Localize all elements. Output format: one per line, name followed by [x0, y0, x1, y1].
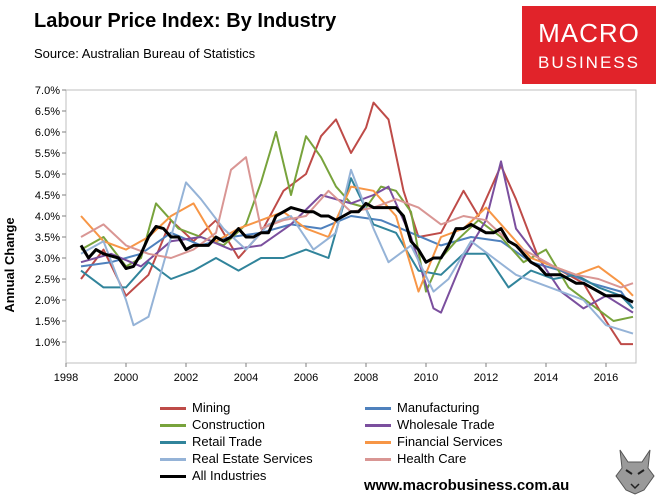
legend-item-construction: Construction [160, 417, 265, 432]
line-chart: 1.0% 1.5% 2.0% 2.5% 3.0% 3.5% 4.0% 4.5% 5.0% 5.5%… [35, 85, 637, 384]
legend-item-manufacturing: Manufacturing [365, 400, 479, 415]
legend-swatch [160, 407, 186, 411]
legend-item-wholesale-trade: Wholesale Trade [365, 417, 495, 432]
legend-label: Health Care [397, 451, 467, 466]
x-tick-label: 2002 [174, 372, 198, 384]
x-tick-label: 2006 [294, 372, 318, 384]
legend-item-real-estate-services: Real Estate Services [160, 451, 313, 466]
series-line-all-industries [79, 201, 634, 304]
series-line-real-estate-services [80, 168, 634, 335]
wolf-logo-icon [614, 446, 656, 496]
legend-swatch [365, 424, 391, 428]
y-tick-label: 1.5% [35, 316, 60, 328]
x-tick-label: 2010 [414, 372, 438, 384]
x-tick-label: 2000 [114, 372, 138, 384]
legend-label: Wholesale Trade [397, 417, 495, 432]
plot-area [65, 89, 637, 364]
y-tick-label: 4.0% [35, 211, 60, 223]
series-line-manufacturing [80, 215, 634, 309]
legend-item-mining: Mining [160, 400, 230, 415]
legend-swatch [160, 441, 186, 445]
y-tick-label: 5.0% [35, 169, 60, 181]
y-tick-label: 4.5% [35, 190, 60, 202]
logo-line-2: BUSINESS [538, 53, 640, 72]
legend-label: Manufacturing [397, 400, 480, 415]
y-tick-label: 6.0% [35, 127, 60, 139]
legend-swatch [365, 458, 391, 462]
legend-label: Mining [192, 400, 231, 415]
y-tick-label: 5.5% [35, 148, 60, 160]
y-tick-label: 2.0% [35, 295, 60, 307]
legend-label: All Industries [192, 468, 267, 483]
x-tick-label: 2012 [474, 372, 498, 384]
legend-item-retail-trade: Retail Trade [160, 434, 262, 449]
y-tick-label: 1.0% [35, 337, 60, 349]
macrobusiness-logo: MACRO BUSINESS [522, 6, 656, 84]
legend-item-financial-services: Financial Services [365, 434, 503, 449]
logo-line-1: MACRO [538, 18, 640, 48]
y-tick-label: 3.5% [35, 232, 60, 244]
x-axis: 1998 2000 2002 2004 2006 2008 2010 2012 2014 2016 [54, 363, 618, 384]
legend-label: Construction [192, 417, 265, 432]
legend-swatch [160, 458, 186, 462]
legend-swatch [160, 424, 186, 428]
y-tick-label: 3.0% [35, 253, 60, 265]
website-url: www.macrobusiness.com.au [364, 477, 570, 494]
x-tick-label: 2016 [594, 372, 618, 384]
y-tick-label: 2.5% [35, 274, 60, 286]
x-tick-label: 1998 [54, 372, 78, 384]
legend-label: Retail Trade [192, 434, 263, 449]
legend-swatch [160, 475, 186, 479]
legend-swatch [365, 407, 391, 411]
x-tick-label: 2008 [354, 372, 378, 384]
series-lines [79, 101, 634, 346]
legend-swatch [365, 441, 391, 445]
legend-item-health-care: Health Care [365, 451, 466, 466]
y-tick-label: 6.5% [35, 106, 60, 118]
legend-item-all-industries: All Industries [160, 468, 266, 483]
legend-label: Financial Services [397, 434, 503, 449]
legend-label: Real Estate Services [192, 451, 313, 466]
x-tick-label: 2014 [534, 372, 558, 384]
chart-source: Source: Australian Bureau of Statistics [34, 46, 256, 61]
y-tick-label: 7.0% [35, 85, 60, 97]
y-axis: 1.0% 1.5% 2.0% 2.5% 3.0% 3.5% 4.0% 4.5% 5.0% 5.5%… [35, 85, 66, 349]
x-tick-label: 2004 [234, 372, 258, 384]
chart-title: Labour Price Index: By Industry [34, 10, 337, 32]
